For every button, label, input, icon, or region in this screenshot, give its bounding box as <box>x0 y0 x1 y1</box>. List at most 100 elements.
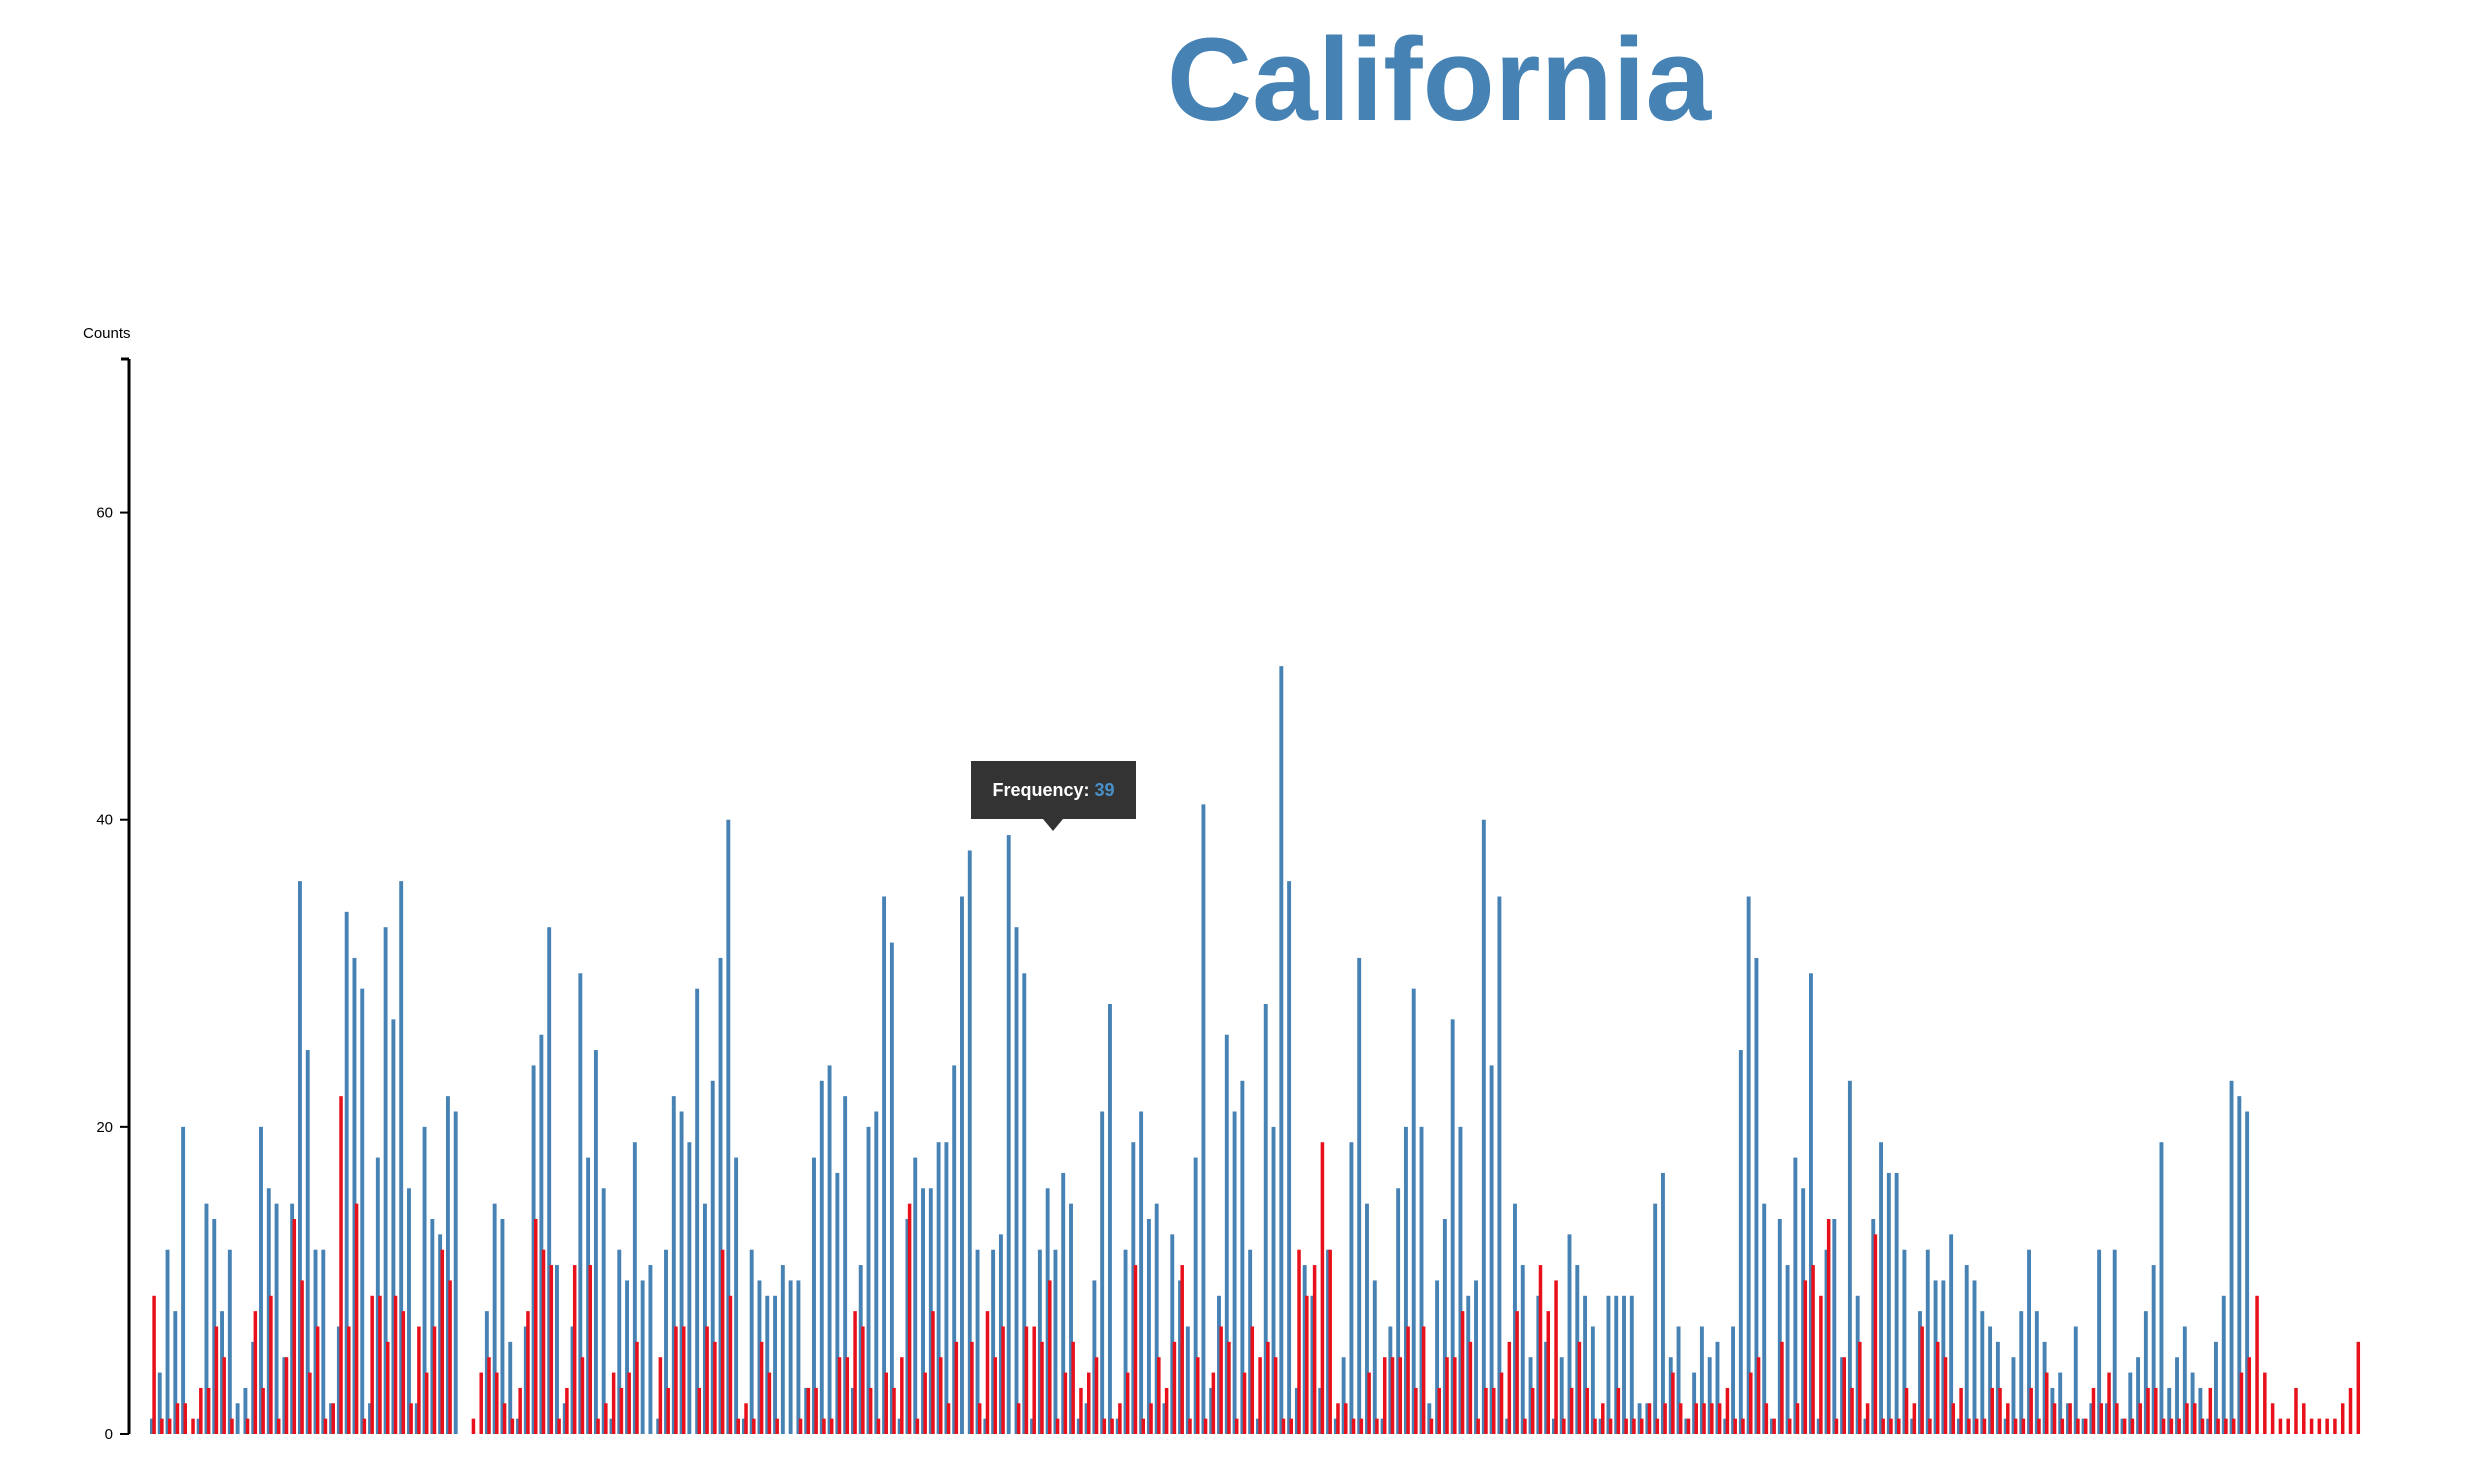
bar-series-b[interactable] <box>1460 1311 1465 1434</box>
bar-series-a[interactable] <box>2066 1403 2070 1434</box>
bar-series-b[interactable] <box>2013 1418 2018 1434</box>
bar-series-a[interactable] <box>1170 1234 1175 1434</box>
bar-series-a[interactable] <box>2011 1357 2016 1434</box>
bar-series-b[interactable] <box>370 1295 374 1434</box>
bar-series-a[interactable] <box>1879 1142 1883 1434</box>
bar-series-a[interactable] <box>1209 1387 1214 1434</box>
bar-series-a[interactable] <box>1263 1004 1268 1434</box>
bar-series-b[interactable] <box>1110 1418 1114 1434</box>
bar-series-b[interactable] <box>946 1403 951 1434</box>
bar-series-a[interactable] <box>2206 1418 2211 1434</box>
bar-series-b[interactable] <box>2270 1403 2275 1434</box>
bar-series-b[interactable] <box>1998 1387 2002 1434</box>
bar-series-a[interactable] <box>1427 1403 1432 1434</box>
bar-series-a[interactable] <box>1450 1019 1455 1434</box>
bar-series-b[interactable] <box>424 1372 429 1434</box>
bar-series-b[interactable] <box>2255 1295 2259 1434</box>
bar-series-a[interactable] <box>1972 1280 1977 1434</box>
bar-series-a[interactable] <box>2198 1387 2203 1434</box>
bar-series-b[interactable] <box>269 1295 273 1434</box>
bar-series-b[interactable] <box>1312 1265 1317 1434</box>
bar-series-a[interactable] <box>1489 1065 1494 1434</box>
bar-series-a[interactable] <box>1949 1234 1954 1434</box>
bar-series-a[interactable] <box>2128 1372 2133 1434</box>
bar-series-b[interactable] <box>1546 1311 1551 1434</box>
bar-series-a[interactable] <box>1201 804 1206 1434</box>
bar-series-b[interactable] <box>1157 1357 1161 1434</box>
bar-series-a[interactable] <box>632 1142 637 1434</box>
bar-series-b[interactable] <box>1289 1418 1293 1434</box>
bar-series-a[interactable] <box>1762 1203 1767 1434</box>
bar-series-b[interactable] <box>167 1418 172 1434</box>
bar-series-b[interactable] <box>775 1418 779 1434</box>
bar-series-b[interactable] <box>1258 1357 1262 1434</box>
bar-series-b[interactable] <box>1141 1418 1146 1434</box>
bar-series-a[interactable] <box>850 1387 855 1434</box>
bar-series-b[interactable] <box>284 1357 289 1434</box>
bar-series-a[interactable] <box>874 1111 879 1435</box>
bar-series-b[interactable] <box>1086 1372 1091 1434</box>
bar-series-a[interactable] <box>165 1249 170 1434</box>
bar-series-a[interactable] <box>1707 1357 1712 1434</box>
bar-series-a[interactable] <box>952 1065 957 1434</box>
bar-series-a[interactable] <box>251 1341 256 1434</box>
bar-series-b[interactable] <box>1764 1403 1769 1434</box>
bar-series-b[interactable] <box>2231 1418 2236 1434</box>
bar-series-b[interactable] <box>1453 1357 1457 1434</box>
bar-series-a[interactable] <box>2073 1326 2078 1435</box>
bar-series-b[interactable] <box>1040 1341 1044 1434</box>
bar-series-a[interactable] <box>1770 1418 1774 1434</box>
bar-series-a[interactable] <box>2136 1357 2141 1434</box>
bar-series-b[interactable] <box>502 1403 507 1434</box>
bar-series-b[interactable] <box>923 1372 927 1434</box>
bar-series-b[interactable] <box>713 1341 717 1434</box>
bar-series-a[interactable] <box>2175 1357 2179 1434</box>
bar-series-a[interactable] <box>1855 1295 1860 1434</box>
bar-series-a[interactable] <box>1590 1326 1595 1435</box>
bar-series-b[interactable] <box>1928 1418 1932 1434</box>
bar-series-b[interactable] <box>1468 1341 1473 1434</box>
bar-series-a[interactable] <box>1863 1418 1868 1434</box>
bar-series-b[interactable] <box>1772 1418 1776 1434</box>
bar-series-b[interactable] <box>759 1341 764 1434</box>
bar-series-a[interactable] <box>531 1065 536 1434</box>
bar-series-b[interactable] <box>1959 1387 1963 1434</box>
bar-series-b[interactable] <box>2037 1418 2041 1434</box>
bar-series-a[interactable] <box>1699 1326 1704 1435</box>
bar-series-b[interactable] <box>2216 1418 2220 1434</box>
bar-series-a[interactable] <box>1466 1295 1471 1434</box>
bar-series-a[interactable] <box>625 1280 630 1434</box>
bar-series-b[interactable] <box>1601 1403 1605 1434</box>
bar-series-a[interactable] <box>1505 1418 1510 1434</box>
bar-series-b[interactable] <box>822 1418 826 1434</box>
bar-series-a[interactable] <box>2143 1311 2148 1434</box>
bar-series-b[interactable] <box>1523 1418 1527 1434</box>
bar-series-a[interactable] <box>2104 1403 2109 1434</box>
bar-series-b[interactable] <box>1250 1326 1255 1435</box>
bar-series-a[interactable] <box>2120 1418 2125 1434</box>
bar-series-b[interactable] <box>993 1357 998 1434</box>
bar-series-b[interactable] <box>1102 1418 1107 1434</box>
bar-series-a[interactable] <box>2190 1372 2195 1434</box>
bar-series-a[interactable] <box>196 1418 201 1434</box>
bar-series-a[interactable] <box>835 1172 840 1434</box>
bar-series-a[interactable] <box>383 927 388 1434</box>
bar-series-b[interactable] <box>1671 1372 1675 1434</box>
bar-series-b[interactable] <box>627 1372 631 1434</box>
bar-series-b[interactable] <box>1811 1265 1815 1434</box>
bar-series-a[interactable] <box>921 1188 925 1434</box>
bar-series-b[interactable] <box>1406 1326 1410 1435</box>
bar-series-b[interactable] <box>245 1418 250 1434</box>
bar-series-a[interactable] <box>523 1326 528 1435</box>
bar-series-b[interactable] <box>853 1311 857 1434</box>
bar-series-b[interactable] <box>1819 1295 1823 1434</box>
bar-series-b[interactable] <box>2177 1418 2181 1434</box>
bar-series-a[interactable] <box>2027 1249 2031 1434</box>
bar-series-b[interactable] <box>152 1295 156 1434</box>
bar-series-b[interactable] <box>1741 1418 1745 1434</box>
bar-series-a[interactable] <box>1777 1219 1782 1434</box>
bar-series-a[interactable] <box>2245 1111 2250 1435</box>
bar-series-a[interactable] <box>1341 1357 1346 1434</box>
bar-series-a[interactable] <box>329 1403 334 1434</box>
bar-series-b[interactable] <box>1897 1418 1901 1434</box>
